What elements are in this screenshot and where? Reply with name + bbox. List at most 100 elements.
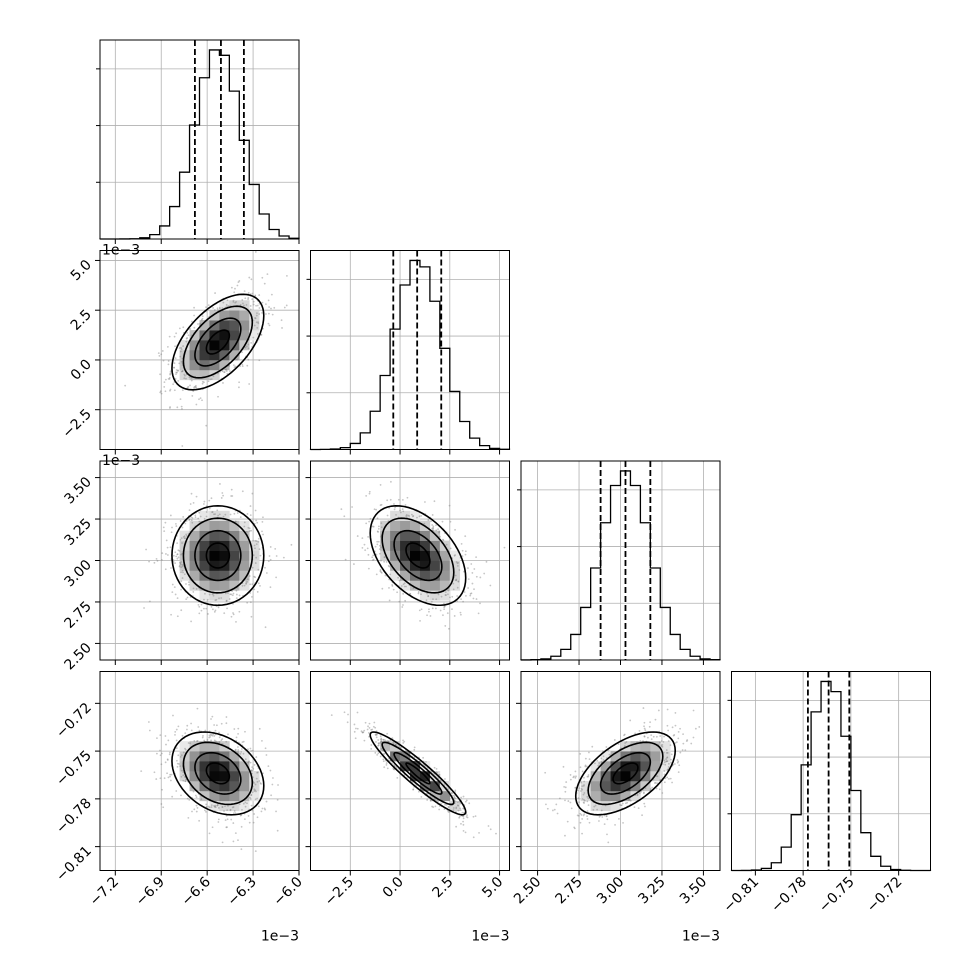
scatter-point [189,384,191,387]
scatter-point [379,735,382,738]
density-cell [439,570,451,581]
scatter-point [418,515,421,518]
scatter-point [471,572,474,574]
scatter-point [584,765,587,768]
density-cell [199,560,210,571]
scatter-point [379,570,382,572]
scatter-point [190,729,193,732]
scatter-point [242,302,244,305]
scatter-point [290,543,293,546]
scatter-point [438,808,441,811]
density-contour [393,751,443,795]
scatter-point [233,728,236,730]
scatter-point [214,292,216,294]
scatter-point [221,370,224,373]
scatter-point [258,548,261,551]
scatter-point [256,326,259,329]
scatter-point [489,584,492,587]
scatter-point [175,759,178,762]
scatter-point [460,598,463,601]
scatter-point [667,762,670,765]
scatter-point [169,779,172,782]
scatter-point [183,573,186,576]
scatter-point [344,558,347,561]
scatter-point [666,724,669,727]
scatter-point [375,573,378,576]
scatter-point [213,739,216,742]
scatter-point [285,304,288,307]
scatter-point [178,362,181,365]
density-cell [199,550,210,561]
scatter-point [641,814,643,817]
scatter-point [432,598,434,601]
density-cell [229,771,240,782]
scatter-point [164,521,167,524]
density-cell [640,771,651,782]
scatter-point [254,547,256,550]
scatter-point [378,544,381,547]
scatter-point [545,803,547,806]
scatter-point [379,484,382,486]
scatter-point [377,525,380,528]
scatter-point [682,742,685,745]
scatter-point [367,731,370,734]
scatter-point [211,608,214,611]
density-cell [429,540,441,551]
scatter-point [188,583,190,586]
scatter-point [435,767,438,770]
scatter-point [269,546,272,548]
scatter-point [187,742,190,744]
scatter-point [216,509,219,512]
scatter-point [692,736,695,739]
density-cell [239,800,250,812]
scatter-point [443,605,446,608]
scatter-point [665,760,668,763]
scatter-point [163,381,166,384]
scatter-point [223,810,225,812]
scatter-point [236,358,239,361]
scatter-point [377,744,379,747]
density-cell [449,570,461,581]
scatter-point [625,741,628,743]
scatter-point [233,366,236,369]
scatter-point [180,360,183,363]
density-cell [249,540,260,551]
density-cell [429,780,441,792]
scatter-point [573,775,575,778]
scatter-point [451,595,454,598]
scatter-point [376,753,379,756]
density-cell [410,540,421,551]
panel-frame [731,671,931,871]
scatter-point [652,735,655,738]
scatter-point [261,301,264,304]
scatter-point [368,722,371,725]
scatter-point [233,512,236,515]
scatter-point [462,600,464,603]
scatter-point [255,519,258,522]
scatter-point [370,728,373,731]
scatter-point [182,779,185,782]
scatter-point [188,376,191,379]
scatter-point [166,758,169,761]
scatter-point [236,284,239,287]
scatter-point [666,751,669,754]
scatter-point [377,742,380,745]
scatter-point [203,607,205,610]
scatter-point [166,759,169,761]
scatter-point [174,593,177,596]
scatter-point [624,742,627,744]
scatter-point [277,784,279,786]
scatter-point [479,576,482,579]
scatter-point [424,501,426,503]
scatter-point [672,734,675,737]
x-tick-label: 5.0 [479,874,506,901]
scatter-point [383,766,386,769]
scatter-point [473,588,475,591]
scatter-point [587,775,590,778]
scatter-point [376,543,379,546]
scatter-point [257,805,260,808]
density-cell [229,751,240,762]
scatter-point [214,599,217,602]
density-cell [189,530,200,541]
scatter-point [255,321,258,324]
